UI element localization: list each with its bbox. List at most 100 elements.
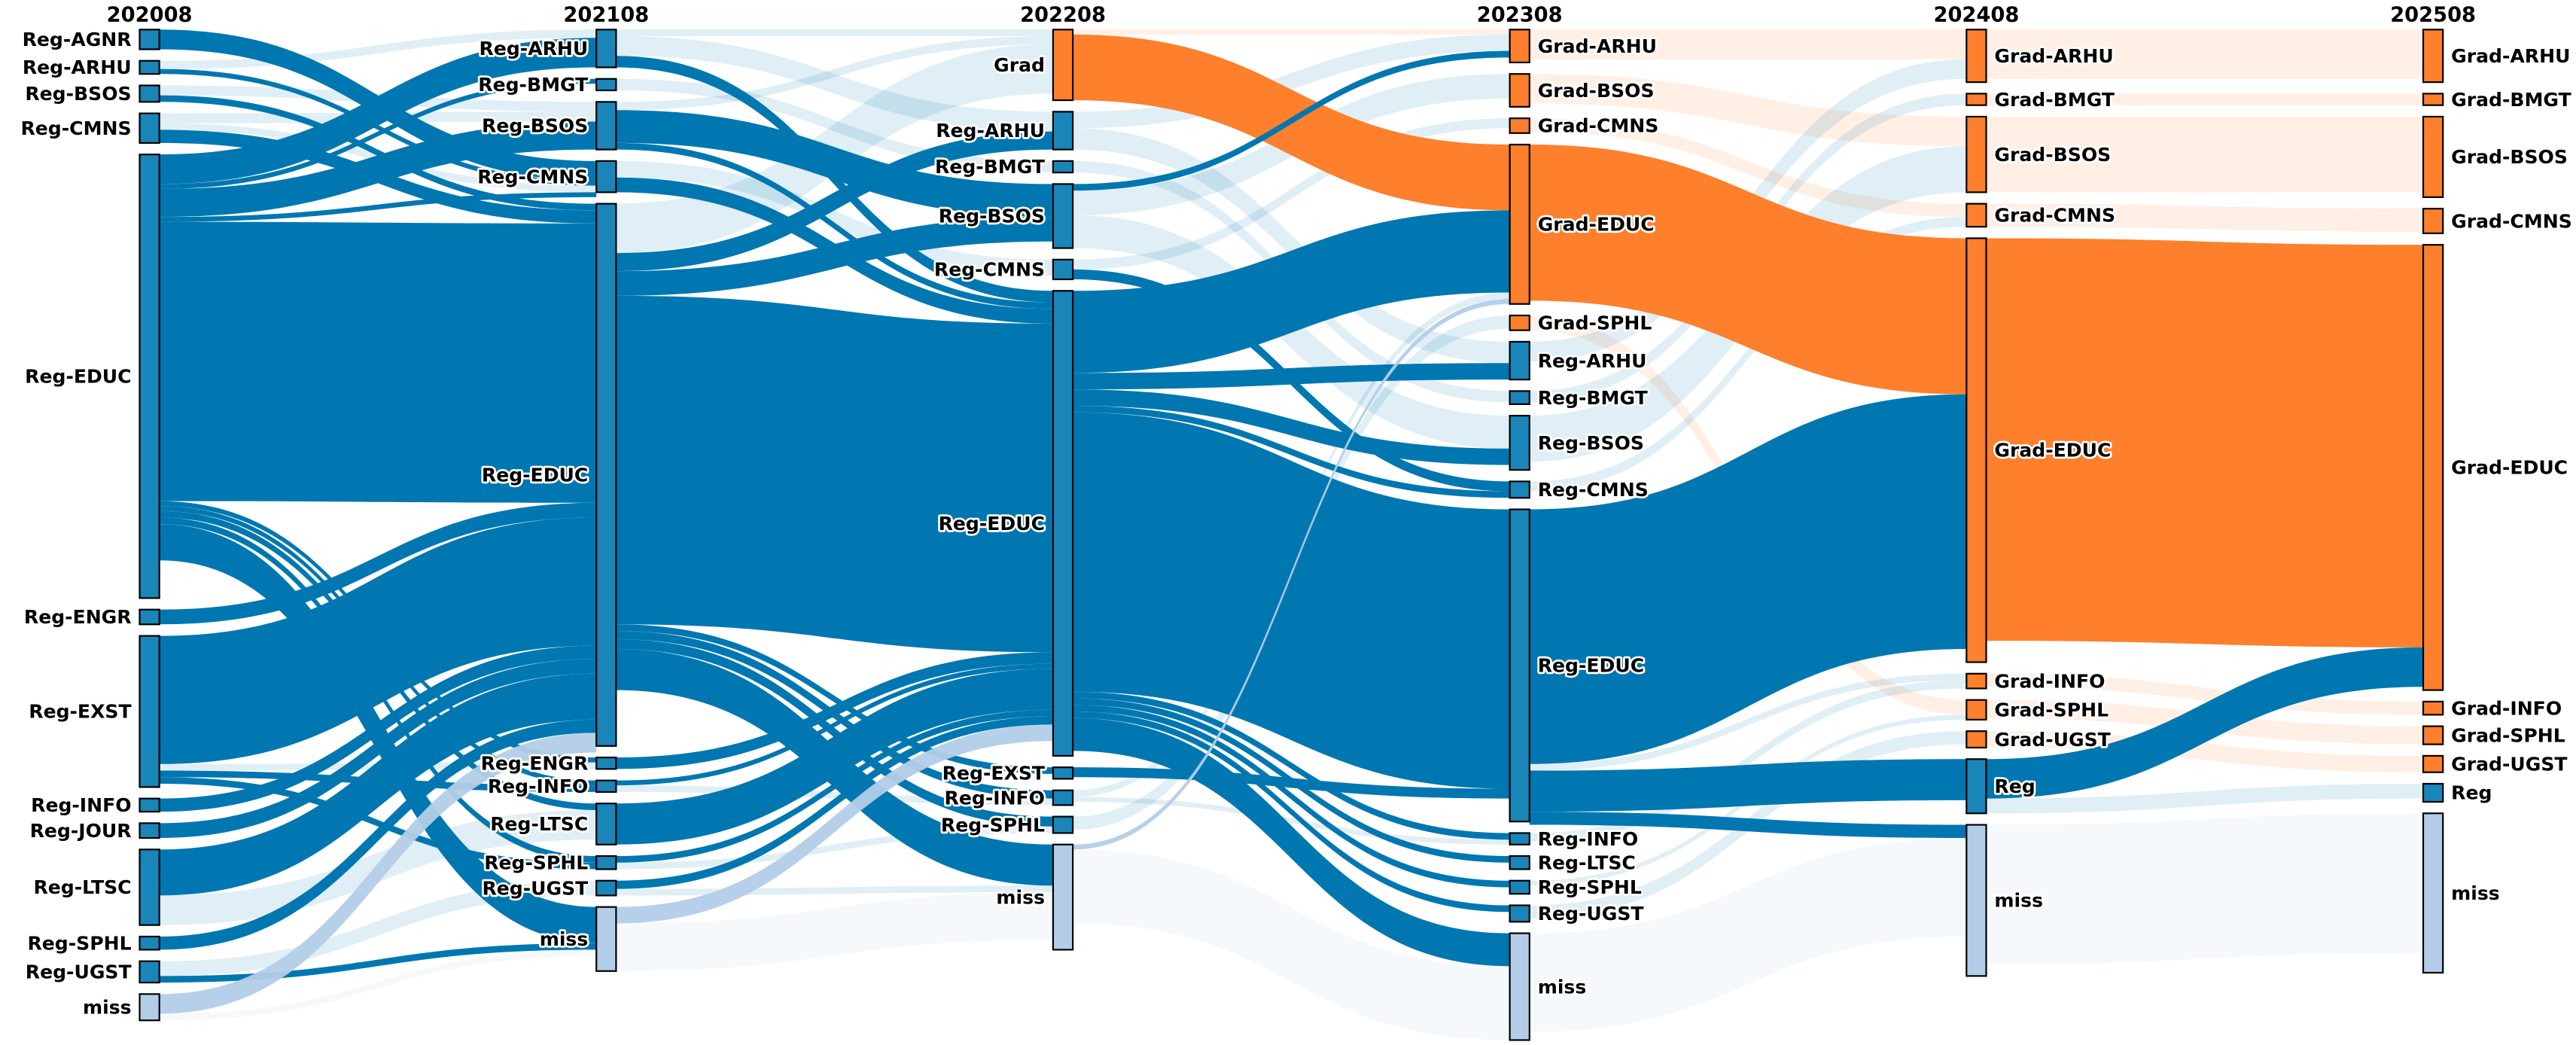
sankey-link[interactable] (616, 110, 1053, 218)
sankey-link[interactable] (159, 78, 597, 189)
sankey-link[interactable] (159, 221, 597, 503)
sankey-link[interactable] (616, 29, 1053, 37)
sankey-link[interactable] (1073, 50, 1510, 191)
sankey-node[interactable] (139, 59, 160, 75)
sankey-link[interactable] (616, 826, 1053, 870)
sankey-link[interactable] (1986, 29, 2424, 79)
sankey-node[interactable] (2422, 93, 2444, 106)
sankey-link[interactable] (1073, 691, 1510, 840)
sankey-node[interactable] (1052, 258, 1074, 281)
sankey-node[interactable] (1052, 766, 1074, 780)
sankey-node[interactable] (139, 29, 160, 50)
sankey-link[interactable] (616, 78, 1053, 173)
sankey-link[interactable] (1529, 680, 1967, 842)
sankey-link[interactable] (1073, 29, 1510, 35)
sankey-link[interactable] (159, 673, 597, 896)
sankey-link[interactable] (616, 142, 1053, 309)
sankey-node[interactable] (2422, 782, 2444, 803)
sankey-link[interactable] (616, 892, 1053, 971)
sankey-node[interactable] (1509, 904, 1530, 923)
sankey-link[interactable] (1073, 389, 1510, 465)
sankey-node[interactable] (1052, 29, 1074, 102)
sankey-node[interactable] (139, 154, 160, 599)
sankey-node[interactable] (1965, 237, 1987, 663)
sankey-link[interactable] (159, 880, 597, 976)
sankey-link[interactable] (1529, 759, 1967, 812)
sankey-link[interactable] (1073, 128, 1510, 364)
sankey-node[interactable] (595, 879, 617, 897)
sankey-node[interactable] (1965, 730, 1987, 749)
sankey-node[interactable] (1509, 480, 1530, 499)
sankey-link[interactable] (1529, 812, 1967, 839)
sankey-link[interactable] (1529, 217, 1967, 492)
sankey-node[interactable] (1052, 160, 1074, 174)
sankey-node[interactable] (139, 822, 160, 839)
sankey-link[interactable] (1073, 849, 1510, 1040)
sankey-link[interactable] (616, 663, 1053, 786)
sankey-link[interactable] (159, 121, 597, 218)
sankey-node[interactable] (139, 848, 160, 926)
sankey-node[interactable] (1965, 672, 1987, 690)
sankey-node[interactable] (595, 756, 617, 770)
sankey-link[interactable] (1986, 647, 2424, 799)
sankey-link[interactable] (1073, 711, 1510, 912)
sankey-node[interactable] (595, 29, 617, 69)
sankey-link[interactable] (1073, 210, 1510, 373)
sankey-node[interactable] (1052, 290, 1074, 757)
sankey-node[interactable] (1509, 415, 1530, 471)
sankey-link[interactable] (616, 652, 1053, 769)
sankey-node[interactable] (1509, 340, 1530, 381)
sankey-link[interactable] (159, 69, 597, 186)
sankey-link[interactable] (616, 624, 1053, 774)
sankey-node[interactable] (2422, 115, 2444, 198)
sankey-node[interactable] (1965, 203, 1987, 228)
sankey-link[interactable] (616, 160, 1053, 276)
sankey-link[interactable] (616, 217, 1053, 296)
sankey-node[interactable] (1509, 73, 1530, 108)
sankey-link[interactable] (1529, 74, 1967, 147)
sankey-link[interactable] (1986, 731, 2424, 772)
sankey-node[interactable] (1509, 832, 1530, 845)
sankey-link[interactable] (1986, 784, 2424, 814)
sankey-node[interactable] (595, 855, 617, 870)
sankey-link[interactable] (1073, 705, 1510, 888)
sankey-node[interactable] (1052, 183, 1074, 249)
sankey-node[interactable] (1052, 789, 1074, 806)
sankey-link[interactable] (616, 295, 1053, 653)
sankey-link[interactable] (1529, 29, 1967, 59)
sankey-node[interactable] (595, 78, 617, 92)
sankey-link[interactable] (1073, 406, 1510, 498)
sankey-link[interactable] (1986, 93, 2424, 105)
sankey-node[interactable] (1052, 111, 1074, 151)
sankey-link[interactable] (159, 517, 597, 764)
sankey-node[interactable] (1509, 855, 1530, 870)
sankey-link[interactable] (1529, 394, 1967, 764)
sankey-node[interactable] (595, 160, 617, 193)
sankey-link[interactable] (159, 719, 597, 950)
sankey-node[interactable] (1509, 117, 1530, 134)
sankey-node[interactable] (139, 960, 160, 984)
sankey-link[interactable] (159, 38, 597, 184)
sankey-link[interactable] (1073, 412, 1510, 789)
sankey-link[interactable] (159, 502, 597, 625)
sankey-node[interactable] (1965, 29, 1987, 84)
sankey-link[interactable] (616, 709, 1053, 863)
sankey-node[interactable] (139, 112, 160, 144)
sankey-link[interactable] (159, 733, 597, 1014)
sankey-link[interactable] (1986, 116, 2424, 193)
sankey-node[interactable] (2422, 700, 2444, 716)
sankey-node[interactable] (595, 779, 617, 794)
sankey-node[interactable] (595, 101, 617, 151)
sankey-node[interactable] (1965, 758, 1987, 815)
sankey-link[interactable] (1986, 203, 2424, 232)
sankey-node[interactable] (1509, 508, 1530, 823)
sankey-node[interactable] (1965, 824, 1987, 977)
sankey-link[interactable] (1073, 118, 1510, 270)
sankey-link[interactable] (159, 777, 597, 870)
sankey-link[interactable] (159, 949, 597, 1021)
sankey-node[interactable] (1052, 843, 1074, 951)
sankey-link[interactable] (616, 669, 1053, 845)
sankey-link[interactable] (1073, 797, 1510, 845)
sankey-link[interactable] (159, 95, 597, 211)
sankey-link[interactable] (159, 645, 597, 812)
